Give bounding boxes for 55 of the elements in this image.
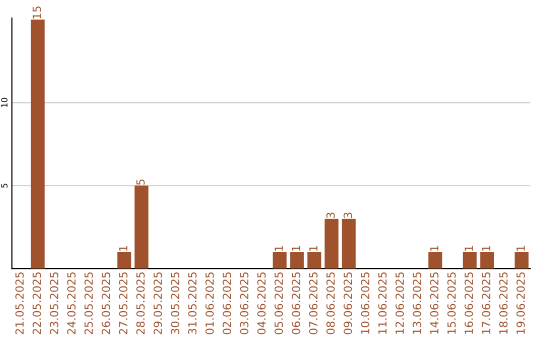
- x-tick-label: 12.06.2025: [396, 272, 404, 334]
- x-tick-label: 23.05.2025: [50, 272, 58, 334]
- x-tick-label: 31.05.2025: [188, 272, 197, 334]
- x-tick-label: 03.06.2025: [240, 272, 248, 334]
- x-tick-label: 26.05.2025: [102, 272, 110, 334]
- x-tick-label: 02.06.2025: [222, 272, 232, 334]
- x-tick-label: 11.06.2025: [378, 272, 387, 334]
- x-tick-label: 05.06.2025: [274, 272, 283, 334]
- x-tick-label: 06.06.2025: [292, 272, 300, 334]
- bar: [272, 252, 287, 269]
- x-tick-label: 21.05.2025: [15, 272, 24, 334]
- data-label: 1: [274, 246, 283, 251]
- bar: [462, 252, 477, 269]
- x-tick-label: 22.05.2025: [32, 272, 42, 334]
- bar: [134, 186, 148, 269]
- bar: [30, 20, 45, 269]
- bar: [290, 252, 304, 269]
- bar: [480, 252, 494, 269]
- x-tick-label: 01.06.2025: [205, 272, 214, 334]
- x-tick-label: 09.06.2025: [344, 272, 352, 334]
- x-tick-label: 30.05.2025: [170, 272, 180, 334]
- x-tick-label: 07.06.2025: [309, 272, 318, 334]
- data-label: 1: [482, 246, 490, 251]
- x-tick-label: 16.06.2025: [464, 272, 474, 334]
- x-tick-label: 17.06.2025: [482, 272, 490, 334]
- x-tick-label: 24.05.2025: [67, 272, 76, 334]
- data-label: 3: [326, 212, 335, 218]
- bar: [428, 252, 442, 269]
- data-label: 1: [292, 246, 300, 251]
- bar: [514, 252, 529, 269]
- data-label: 1: [309, 246, 318, 251]
- bar: [324, 218, 338, 269]
- data-label: 1: [119, 246, 128, 251]
- x-tick-label: 18.06.2025: [499, 272, 508, 334]
- bar: [307, 252, 322, 269]
- x-tick-label: 14.06.2025: [430, 272, 438, 334]
- x-tick-label: 13.06.2025: [412, 272, 422, 334]
- x-tick-label: 19.06.2025: [516, 272, 525, 334]
- y-tick-label: 10: [1, 98, 8, 108]
- data-label: 5: [136, 180, 145, 185]
- data-label: 1: [464, 246, 473, 251]
- data-label: 1: [516, 246, 525, 251]
- x-tick-label: 04.06.2025: [257, 272, 266, 334]
- x-tick-label: 28.05.2025: [136, 272, 145, 334]
- x-tick-label: 10.06.2025: [360, 272, 370, 334]
- data-label: 15: [32, 6, 42, 18]
- x-tick-label: 08.06.2025: [326, 272, 335, 334]
- bar: [342, 218, 356, 269]
- bar: [117, 252, 132, 269]
- x-tick-label: 15.06.2025: [447, 272, 456, 334]
- x-tick-label: 29.05.2025: [154, 272, 162, 334]
- x-tick-label: 27.05.2025: [119, 272, 128, 334]
- data-label: 3: [344, 212, 352, 218]
- data-label: 1: [430, 246, 438, 251]
- x-tick-label: 25.05.2025: [84, 272, 93, 334]
